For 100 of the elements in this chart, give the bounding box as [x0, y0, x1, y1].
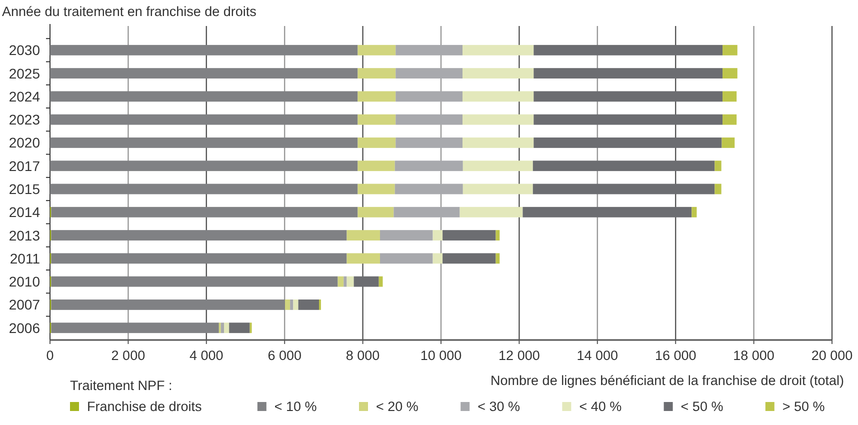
bar: [293, 300, 298, 310]
y-tick-label: 2030: [8, 42, 40, 58]
bar: [346, 276, 354, 287]
bar: [358, 91, 396, 102]
bar: [220, 322, 224, 334]
bar: [290, 300, 294, 310]
x-tick-label: 12 000: [498, 348, 540, 363]
legend-label: < 20 %: [376, 399, 418, 414]
x-axis-title: Nombre de lignes bénéficiant de la franchise de droit (total): [490, 373, 844, 388]
y-tick-label: 2010: [8, 274, 40, 290]
bar: [462, 91, 534, 102]
bar: [346, 230, 380, 240]
x-tick-label: 20 000: [811, 348, 853, 363]
y-tick-label: 2007: [8, 296, 40, 313]
bar: [50, 184, 358, 194]
bar: [396, 91, 463, 102]
bar: [224, 322, 230, 334]
bar: [396, 114, 463, 125]
y-tick-label: 2017: [8, 158, 40, 174]
y-tick-label: 2006: [8, 320, 40, 336]
bar: [534, 114, 723, 125]
legend-title: Traitement NPF :: [70, 378, 172, 393]
bar: [298, 300, 320, 310]
bar: [394, 184, 463, 194]
bar: [462, 160, 533, 172]
legend-label: < 10 %: [274, 399, 317, 414]
bar: [51, 322, 219, 334]
bar: [346, 253, 380, 264]
x-tick-label: 2 000: [111, 348, 146, 363]
bar: [358, 138, 396, 148]
bar: [432, 253, 443, 264]
bar: [534, 44, 723, 56]
bar: [534, 68, 723, 78]
bar: [50, 138, 358, 148]
bar: [462, 68, 534, 78]
bar: [358, 206, 394, 218]
x-tick-label: 0: [46, 348, 54, 363]
bar: [394, 160, 463, 172]
x-tick-label: 8 000: [346, 348, 380, 363]
bar: [51, 300, 285, 310]
bar: [714, 160, 722, 172]
bar: [722, 138, 735, 148]
bar: [534, 138, 722, 148]
bar: [532, 160, 715, 172]
bar: [51, 230, 347, 240]
bar: [462, 184, 533, 194]
bar: [354, 276, 379, 287]
bar: [50, 68, 358, 78]
bar: [722, 68, 738, 78]
y-tick-label: 2014: [8, 204, 40, 220]
legend-label: < 30 %: [478, 399, 520, 414]
legend-label: Franchise de droits: [87, 399, 202, 414]
bar: [496, 230, 500, 240]
bar: [51, 276, 338, 287]
bar: [394, 206, 460, 218]
bar: [462, 114, 534, 125]
legend-label: < 50 %: [680, 399, 724, 414]
y-tick-label: 2020: [8, 134, 40, 151]
bar: [714, 184, 722, 194]
bar: [380, 230, 433, 240]
x-tick-label: 6 000: [268, 348, 302, 363]
bar: [50, 160, 358, 172]
bar: [396, 138, 463, 148]
legend-label: < 40 %: [579, 399, 622, 414]
x-tick-label: 4 000: [190, 348, 224, 363]
bar: [522, 206, 692, 218]
bar: [344, 276, 347, 287]
bar: [229, 322, 250, 334]
y-axis-title: Année du traitement en franchise de droits: [2, 4, 257, 19]
bar: [722, 44, 738, 56]
bar: [534, 91, 723, 102]
x-tick-label: 14 000: [576, 348, 618, 363]
bar: [722, 114, 737, 125]
y-tick-label: 2013: [8, 227, 40, 244]
bar: [358, 184, 395, 194]
x-tick-label: 10 000: [420, 348, 462, 363]
bar: [338, 276, 344, 287]
bar: [396, 44, 463, 56]
x-tick-label: 16 000: [654, 348, 696, 363]
bar: [462, 138, 534, 148]
y-tick-label: 2015: [8, 181, 40, 197]
y-tick-label: 2025: [8, 65, 40, 82]
bar: [532, 184, 715, 194]
bar: [722, 91, 737, 102]
bar: [51, 253, 347, 264]
x-tick-label: 18 000: [733, 348, 774, 363]
bar: [396, 68, 463, 78]
bar: [460, 206, 523, 218]
bar: [380, 253, 433, 264]
bar: [358, 44, 396, 56]
bar: [442, 230, 496, 240]
bar: [358, 160, 395, 172]
bar: [51, 206, 358, 218]
bar: [358, 68, 396, 78]
legend-label: > 50 %: [782, 399, 825, 414]
bar: [358, 114, 396, 125]
bar: [432, 230, 443, 240]
bar: [50, 91, 358, 102]
bar: [692, 206, 697, 218]
bar: [378, 276, 383, 287]
